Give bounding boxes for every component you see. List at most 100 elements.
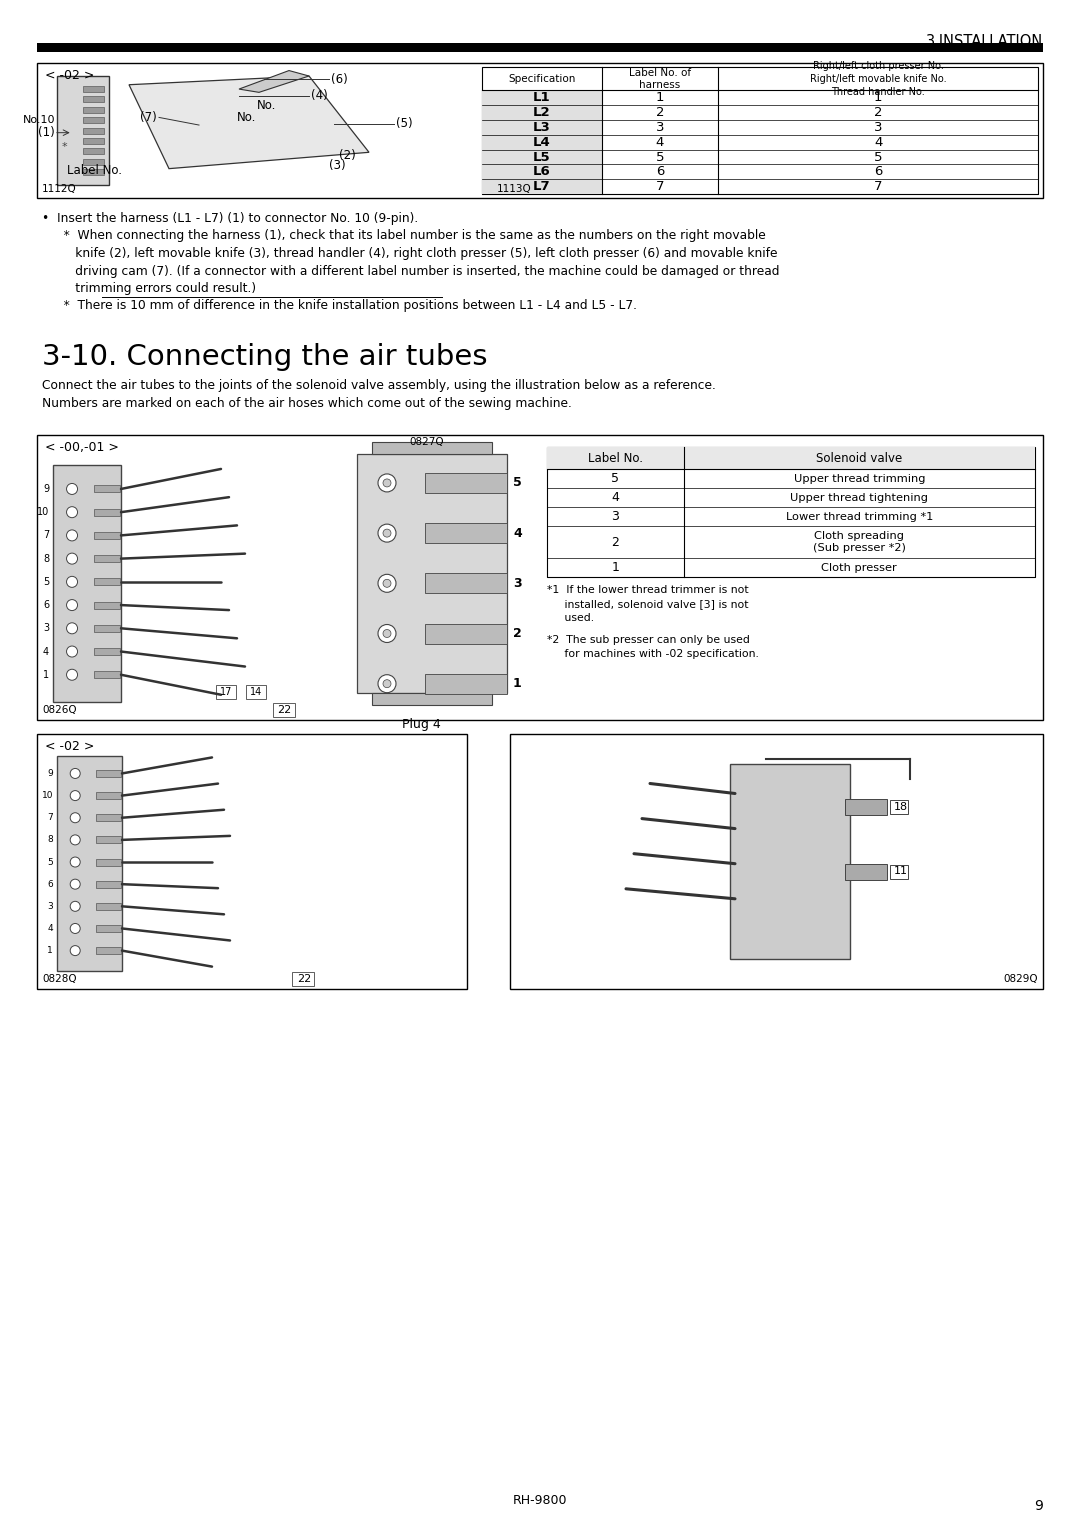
Text: 0826Q: 0826Q: [42, 706, 77, 715]
Text: 3: 3: [43, 623, 49, 633]
Circle shape: [67, 483, 78, 495]
Text: 6: 6: [874, 165, 882, 179]
Text: •  Insert the harness (L1 - L7) (1) to connector No. 10 (9-pin).: • Insert the harness (L1 - L7) (1) to co…: [42, 212, 418, 225]
Text: Cloth presser: Cloth presser: [822, 562, 897, 573]
Text: (4): (4): [311, 89, 327, 102]
Bar: [216, 685, 237, 700]
Text: 17: 17: [220, 688, 232, 697]
Text: *1  If the lower thread trimmer is not
     installed, solenoid valve [3] is not: *1 If the lower thread trimmer is not in…: [546, 585, 748, 623]
Text: 1: 1: [513, 677, 522, 691]
Bar: [83, 86, 104, 92]
Text: L3: L3: [532, 121, 551, 134]
Text: L4: L4: [532, 136, 551, 148]
Text: 1: 1: [48, 946, 53, 955]
Bar: [96, 792, 121, 799]
Bar: [482, 121, 602, 134]
Text: 5: 5: [611, 472, 619, 486]
Text: 4: 4: [611, 490, 619, 504]
Text: L5: L5: [532, 151, 551, 163]
Bar: [424, 474, 507, 494]
Bar: [83, 170, 104, 174]
Bar: [372, 442, 492, 454]
Text: 5: 5: [874, 151, 882, 163]
Circle shape: [67, 507, 78, 518]
Text: Upper thread tightening: Upper thread tightening: [791, 492, 929, 503]
Text: 9: 9: [48, 769, 53, 778]
Bar: [94, 602, 120, 608]
Bar: [482, 165, 602, 179]
Text: 4: 4: [656, 136, 664, 148]
Bar: [96, 947, 121, 953]
Bar: [83, 107, 104, 113]
Text: 7: 7: [656, 180, 664, 193]
Bar: [510, 735, 1043, 989]
Text: 8: 8: [48, 836, 53, 845]
Text: 6: 6: [48, 880, 53, 889]
Text: Label No.: Label No.: [67, 163, 122, 177]
Text: 3.INSTALLATION: 3.INSTALLATION: [926, 34, 1043, 49]
Circle shape: [70, 902, 80, 911]
Text: Numbers are marked on each of the air hoses which come out of the sewing machine: Numbers are marked on each of the air ho…: [42, 397, 572, 410]
Bar: [96, 903, 121, 909]
Bar: [57, 756, 122, 972]
Bar: [57, 76, 109, 185]
Bar: [37, 43, 1043, 52]
Circle shape: [378, 474, 396, 492]
Text: 22: 22: [297, 975, 311, 984]
Bar: [83, 159, 104, 165]
Bar: [424, 674, 507, 694]
Bar: [96, 924, 121, 932]
Bar: [53, 465, 121, 703]
Text: < -02 >: < -02 >: [45, 740, 94, 753]
Text: Connect the air tubes to the joints of the solenoid valve assembly, using the il: Connect the air tubes to the joints of t…: [42, 379, 716, 393]
Bar: [96, 770, 121, 776]
Text: 4: 4: [43, 646, 49, 657]
Text: 10: 10: [41, 792, 53, 801]
Bar: [96, 859, 121, 865]
Circle shape: [70, 769, 80, 778]
Text: 2: 2: [656, 105, 664, 119]
Text: (1): (1): [38, 127, 55, 139]
Circle shape: [378, 675, 396, 692]
Text: 3: 3: [48, 902, 53, 911]
Bar: [890, 801, 908, 814]
Bar: [730, 764, 850, 960]
Circle shape: [70, 923, 80, 934]
Text: *  When connecting the harness (1), check that its label number is the same as t: * When connecting the harness (1), check…: [52, 229, 766, 243]
Text: 2: 2: [874, 105, 882, 119]
Text: 6: 6: [656, 165, 664, 179]
Text: 3: 3: [611, 510, 619, 523]
Bar: [424, 573, 507, 593]
Text: 8: 8: [43, 553, 49, 564]
Text: L6: L6: [532, 165, 551, 179]
Text: 22: 22: [276, 706, 292, 715]
Bar: [94, 509, 120, 515]
Bar: [83, 148, 104, 154]
Bar: [273, 703, 295, 717]
Bar: [890, 865, 908, 879]
Circle shape: [67, 669, 78, 680]
Text: *  There is 10 mm of difference in the knife installation positions between L1 -: * There is 10 mm of difference in the kn…: [52, 299, 637, 313]
Text: No.: No.: [257, 99, 276, 112]
Text: 0827Q: 0827Q: [409, 437, 444, 448]
Bar: [845, 863, 887, 880]
Circle shape: [70, 857, 80, 866]
Text: 3: 3: [874, 121, 882, 134]
Bar: [83, 127, 104, 133]
Text: Lower thread trimming *1: Lower thread trimming *1: [785, 512, 933, 521]
Bar: [94, 532, 120, 539]
Bar: [94, 555, 120, 562]
Circle shape: [383, 529, 391, 538]
Bar: [292, 972, 314, 986]
Text: L7: L7: [532, 180, 551, 193]
Bar: [96, 880, 121, 888]
Bar: [424, 623, 507, 643]
Text: 0829Q: 0829Q: [1003, 975, 1038, 984]
Bar: [482, 150, 602, 165]
Bar: [83, 138, 104, 144]
Bar: [94, 648, 120, 656]
Circle shape: [70, 946, 80, 955]
Bar: [482, 67, 1038, 194]
Text: L1: L1: [532, 92, 551, 104]
Text: 2: 2: [513, 626, 522, 640]
